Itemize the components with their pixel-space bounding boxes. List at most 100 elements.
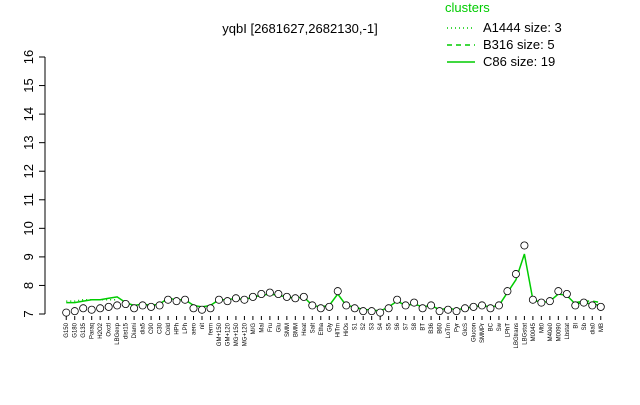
- data-point: [494, 301, 503, 310]
- data-point: [197, 305, 206, 314]
- x-tick-label: M0090: [556, 322, 562, 341]
- x-tick-label: MG+120: [242, 322, 248, 346]
- x-tick-label: M/G: [251, 323, 257, 335]
- y-tick-label: 9: [21, 253, 36, 260]
- x-tick-label: SMM: [285, 323, 291, 337]
- x-tick-label: S2: [361, 322, 367, 330]
- data-point: [435, 307, 444, 316]
- data-point: [554, 287, 563, 296]
- data-point: [367, 307, 376, 316]
- y-tick-label: 12: [21, 164, 36, 178]
- x-tick-label: Gly: [327, 323, 333, 332]
- data-point: [79, 304, 88, 313]
- data-point: [571, 301, 580, 310]
- y-tick-label: 10: [21, 221, 36, 235]
- data-point: [70, 307, 79, 316]
- x-tick-label: Diami: [132, 323, 138, 338]
- data-point: [503, 287, 512, 296]
- x-tick-label: nit: [200, 323, 206, 330]
- x-tick-label: SMMPr: [480, 323, 486, 343]
- x-tick-label: B60: [438, 322, 444, 333]
- data-point: [444, 305, 453, 314]
- y-tick-label: 11: [21, 193, 36, 207]
- data-point: [87, 305, 96, 314]
- data-point: [342, 301, 351, 310]
- series-line: [575, 300, 601, 304]
- x-tick-label: MB: [599, 323, 605, 332]
- x-tick-label: Oxctl: [107, 323, 113, 337]
- x-tick-label: LPhT: [505, 323, 511, 338]
- x-tick-label: MG+150: [234, 322, 240, 346]
- x-tick-label: G180: [73, 322, 79, 337]
- x-tick-label: S1: [353, 322, 359, 330]
- x-tick-label: C90: [149, 322, 155, 334]
- data-point: [333, 287, 342, 296]
- data-point: [274, 290, 283, 299]
- data-point: [325, 302, 334, 311]
- x-tick-label: LoTm: [446, 323, 452, 338]
- x-tick-label: dia0: [590, 322, 596, 334]
- series-line: [66, 298, 118, 302]
- data-point: [427, 301, 436, 310]
- x-tick-label: Paraq: [90, 323, 96, 339]
- data-point: [189, 304, 198, 313]
- x-tick-label: Cold: [166, 323, 172, 335]
- x-tick-label: B36: [429, 322, 435, 333]
- x-tick-label: Sw: [497, 322, 503, 331]
- x-tick-label: dia5: [141, 322, 147, 334]
- x-tick-label: BMM: [293, 323, 299, 337]
- data-point: [384, 304, 393, 313]
- data-point: [130, 304, 139, 313]
- x-tick-label: Lbstat: [565, 323, 571, 340]
- x-tick-label: dist15: [124, 322, 130, 339]
- x-tick-label: S5: [387, 322, 393, 330]
- legend-label: C86 size: 19: [483, 54, 555, 69]
- data-point: [452, 307, 461, 316]
- x-tick-label: S3: [370, 322, 376, 330]
- legend-label: A1444 size: 3: [483, 20, 562, 35]
- x-tick-label: Salt: [310, 323, 316, 334]
- data-point: [596, 302, 605, 311]
- data-point: [265, 288, 274, 297]
- data-point: [579, 298, 588, 307]
- data-point: [410, 298, 419, 307]
- data-point: [469, 302, 478, 311]
- x-tick-label: LPh: [183, 323, 189, 334]
- data-point: [121, 300, 130, 309]
- data-point: [316, 304, 325, 313]
- data-point: [138, 301, 147, 310]
- y-tick-label: 8: [21, 282, 36, 289]
- data-point: [62, 308, 71, 317]
- x-tick-label: S8: [412, 322, 418, 330]
- x-tick-label: LBGstat: [522, 323, 528, 345]
- data-point: [172, 297, 181, 306]
- data-point: [486, 304, 495, 313]
- x-tick-label: Fru: [268, 323, 274, 332]
- data-point: [181, 295, 190, 304]
- data-point: [545, 297, 554, 306]
- x-tick-label: M40e0: [548, 322, 554, 341]
- data-point: [104, 302, 113, 311]
- data-point: [223, 297, 232, 306]
- x-tick-label: S4: [378, 322, 384, 330]
- x-tick-label: Mal: [259, 323, 265, 333]
- x-tick-label: aero: [192, 322, 198, 335]
- y-tick-label: 7: [21, 310, 36, 317]
- data-point: [528, 295, 537, 304]
- data-point: [477, 301, 486, 310]
- data-point: [393, 295, 402, 304]
- y-tick-label: 16: [21, 50, 36, 64]
- x-tick-label: LBGexp: [115, 322, 121, 344]
- data-point: [248, 292, 257, 301]
- data-point: [147, 302, 156, 311]
- legend-label: B316 size: 5: [483, 37, 555, 52]
- data-point: [308, 301, 317, 310]
- data-point: [588, 301, 597, 310]
- x-tick-label: Mt0: [539, 322, 545, 333]
- data-point: [240, 295, 249, 304]
- x-tick-label: LBGtrans: [514, 323, 520, 348]
- x-tick-label: HiOs: [344, 323, 350, 336]
- data-point: [164, 295, 173, 304]
- data-point: [96, 304, 105, 313]
